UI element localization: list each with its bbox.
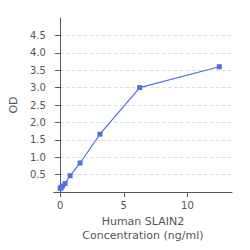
svg-text:Concentration (ng/ml): Concentration (ng/ml) — [82, 229, 203, 242]
svg-text:4.5: 4.5 — [30, 30, 46, 41]
svg-text:Human SLAIN2: Human SLAIN2 — [102, 215, 185, 228]
svg-text:2.0: 2.0 — [30, 117, 46, 128]
svg-text:OD: OD — [7, 96, 20, 113]
svg-text:3.5: 3.5 — [30, 65, 46, 76]
svg-text:5: 5 — [121, 200, 127, 211]
svg-text:2.5: 2.5 — [30, 100, 46, 111]
svg-text:1.0: 1.0 — [30, 152, 46, 163]
svg-text:0.5: 0.5 — [30, 169, 46, 180]
svg-text:4.0: 4.0 — [30, 47, 46, 58]
svg-text:0: 0 — [57, 200, 63, 211]
svg-text:3.0: 3.0 — [30, 82, 46, 93]
svg-text:1.5: 1.5 — [30, 134, 46, 145]
svg-text:10: 10 — [181, 200, 194, 211]
